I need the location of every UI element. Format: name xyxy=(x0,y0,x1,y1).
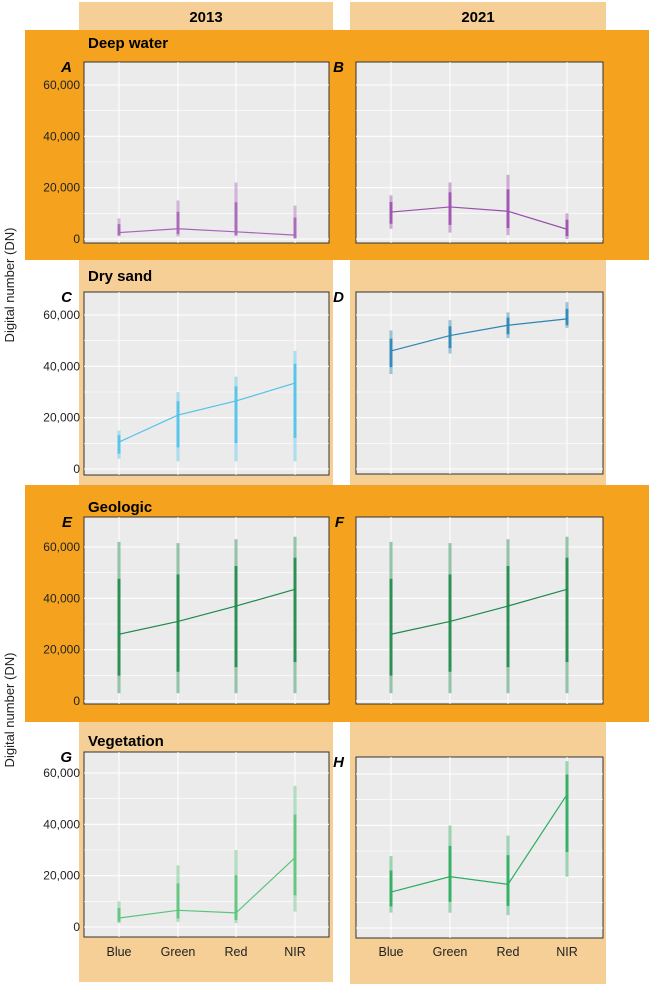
y-tick-label: 0 xyxy=(73,694,80,708)
y-tick-label: 60,000 xyxy=(43,308,80,322)
y-tick-label: 40,000 xyxy=(43,817,80,831)
mean-line xyxy=(118,857,296,919)
panel-letter: A xyxy=(60,59,72,76)
x-tick-label: Green xyxy=(433,945,468,959)
x-tick-label: Red xyxy=(497,945,520,959)
panel-b: B xyxy=(333,59,604,244)
plot-area xyxy=(83,516,330,705)
row-title: Vegetation xyxy=(88,733,164,750)
y-axis-label-top: Digital number (DN) xyxy=(2,228,17,343)
plot-area xyxy=(355,291,604,475)
panel-letter: H xyxy=(333,754,345,771)
plot-area xyxy=(83,61,330,244)
plot-area xyxy=(355,516,604,705)
plot-area xyxy=(83,291,330,476)
x-tick-label: Red xyxy=(225,945,248,959)
column-header-2021: 2021 xyxy=(461,9,494,26)
row-title: Dry sand xyxy=(88,268,152,285)
mean-line xyxy=(390,206,568,230)
panel-c: C 0 20,000 40,000 60,000 xyxy=(43,289,330,476)
mean-line xyxy=(390,318,568,352)
y-tick-label: 40,000 xyxy=(43,359,80,373)
panel-e: E 0 20,000 40,000 60,000 xyxy=(43,514,330,708)
mean-line xyxy=(118,588,296,635)
y-tick-label: 20,000 xyxy=(43,181,80,195)
x-tick-label: Blue xyxy=(106,945,131,959)
row-title: Geologic xyxy=(88,499,152,516)
x-tick-label: Green xyxy=(161,945,196,959)
y-tick-label: 60,000 xyxy=(43,78,80,92)
panel-d: D xyxy=(333,289,604,475)
panel-letter: B xyxy=(333,59,344,76)
y-tick-label: 20,000 xyxy=(43,643,80,657)
y-tick-label: 20,000 xyxy=(43,411,80,425)
column-header-2013: 2013 xyxy=(189,9,222,26)
panel-f: F xyxy=(335,514,604,705)
y-tick-label: 60,000 xyxy=(43,766,80,780)
row-title: Deep water xyxy=(88,35,168,52)
mean-line xyxy=(118,382,296,443)
panel-a: A 0 20,000 40,000 60,000 xyxy=(43,59,330,246)
mean-line xyxy=(118,228,296,236)
panel-letter: G xyxy=(60,749,72,766)
mean-line xyxy=(390,794,568,893)
x-tick-label: NIR xyxy=(556,945,578,959)
x-tick-label: Blue xyxy=(378,945,403,959)
panel-letter: D xyxy=(333,289,344,306)
panel-g: G 0 20,000 40,000 60,000 Blue Green Red NIR xyxy=(43,749,330,959)
panel-letter: E xyxy=(62,514,73,531)
plot-area xyxy=(83,751,330,938)
y-tick-label: 20,000 xyxy=(43,869,80,883)
panel-letter: C xyxy=(61,289,73,306)
y-tick-label: 0 xyxy=(73,232,80,246)
panel-h: H Blue Green Red NIR xyxy=(333,754,604,959)
y-tick-label: 0 xyxy=(73,462,80,476)
plot-area xyxy=(355,756,604,939)
y-tick-label: 0 xyxy=(73,920,80,934)
y-axis-label-bottom: Digital number (DN) xyxy=(2,653,17,768)
mean-line xyxy=(390,588,568,635)
y-tick-label: 60,000 xyxy=(43,540,80,554)
plot-area xyxy=(355,61,604,244)
y-tick-label: 40,000 xyxy=(43,129,80,143)
y-tick-label: 40,000 xyxy=(43,591,80,605)
panel-letter: F xyxy=(335,514,345,531)
x-tick-label: NIR xyxy=(284,945,306,959)
